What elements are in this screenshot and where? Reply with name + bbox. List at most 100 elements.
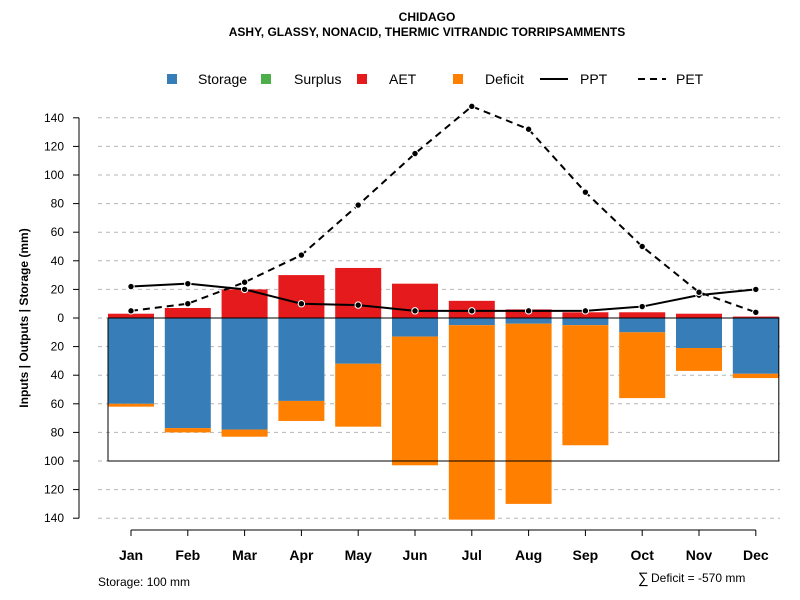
deficit-bar [335, 363, 382, 427]
aet-bar [108, 313, 154, 318]
pet-point [354, 201, 362, 209]
pet-point [127, 307, 135, 315]
aet-bar [732, 316, 779, 318]
pet-point [240, 278, 249, 286]
storage-legend-label: Storage [198, 71, 247, 87]
y-tick-label: 80 [51, 425, 65, 439]
x-tick-label: Mar [232, 547, 257, 563]
footnote-sum-symbol: ∑ [638, 570, 649, 587]
x-tick-label: Apr [289, 547, 314, 563]
pet-legend-label: PET [676, 71, 704, 87]
deficit-bar [392, 336, 438, 466]
x-tick-label: Oct [631, 547, 655, 563]
y-tick-label: 80 [51, 197, 65, 211]
ppt-point [638, 302, 646, 311]
pet-point [638, 242, 646, 251]
y-tick-label: 40 [51, 368, 65, 382]
ppt-point [184, 279, 192, 288]
deficit-bar [562, 325, 609, 446]
footnote-storage: Storage: 100 mm [98, 575, 190, 589]
ppt-legend-label: PPT [580, 71, 608, 87]
deficit-bar [619, 332, 666, 399]
pet-point [297, 251, 306, 259]
deficit-bar [448, 325, 495, 520]
y-tick-label: 20 [51, 282, 65, 296]
y-axis: 140 120 100 80 60 40 20 0 20 40 60 80 100 120 140 [44, 111, 80, 525]
aet-bar [335, 267, 382, 318]
chart-legend: Storage Surplus AET Deficit PPT PET [167, 71, 704, 87]
line-series [127, 102, 760, 316]
y-tick-label: 60 [51, 397, 65, 411]
surplus-legend-swatch [261, 74, 271, 84]
y-tick-label: 120 [44, 139, 64, 153]
storage-bar [505, 318, 552, 324]
pet-point [468, 102, 476, 111]
x-tick-label: Aug [515, 547, 542, 563]
x-axis: Jan Feb Mar Apr May Jun Jul Aug Sep Oct Nov Dec [119, 529, 769, 563]
ppt-point [524, 307, 533, 315]
y-tick-label: 140 [44, 111, 64, 125]
plot-frame [107, 317, 780, 462]
pet-line [130, 105, 757, 314]
storage-bar [335, 318, 382, 364]
storage-bar [562, 318, 609, 326]
storage-legend-swatch [167, 74, 177, 84]
ppt-point [411, 307, 419, 315]
deficit-legend-label: Deficit [485, 71, 524, 87]
aet-legend-swatch [357, 74, 367, 84]
ppt-point [297, 300, 306, 308]
storage-bar [108, 318, 154, 404]
x-tick-label: Dec [743, 547, 769, 563]
ppt-point [581, 307, 590, 315]
surplus-legend-label: Surplus [294, 71, 341, 87]
pet-point [411, 149, 419, 158]
ppt-point [127, 282, 135, 291]
y-tick-label: 0 [57, 311, 64, 325]
ppt-point [752, 285, 760, 294]
chart-subtitle: ASHY, GLASSY, NONACID, THERMIC VITRANDIC… [229, 25, 625, 39]
y-tick-label: 20 [51, 340, 65, 354]
deficit-bar [278, 400, 325, 421]
y-tick-label: 140 [44, 511, 64, 525]
deficit-bar [164, 428, 211, 433]
x-tick-label: Feb [175, 547, 200, 563]
aet-bar [164, 307, 211, 318]
aet-legend-label: AET [389, 71, 417, 87]
deficit-bar [732, 373, 779, 379]
x-tick-label: May [345, 547, 372, 563]
y-tick-label: 100 [44, 168, 64, 182]
aet-bar [619, 312, 666, 318]
x-tick-label: Jan [119, 547, 143, 563]
x-tick-label: Sep [573, 547, 599, 563]
x-tick-label: Jun [403, 547, 428, 563]
deficit-bar [676, 348, 722, 371]
x-tick-label: Jul [462, 547, 482, 563]
ppt-point [240, 285, 249, 294]
chart-title: CHIDAGO [399, 10, 456, 24]
aet-bar [278, 275, 325, 318]
ppt-line [130, 282, 756, 312]
pet-point [581, 188, 590, 196]
storage-bar [278, 318, 325, 401]
y-tick-label: 60 [51, 225, 65, 239]
storage-bar [676, 318, 722, 349]
deficit-bar [108, 403, 154, 407]
y-tick-label: 120 [44, 483, 64, 497]
pet-point [752, 308, 760, 316]
storage-bar [392, 318, 438, 337]
deficit-bar [505, 323, 552, 504]
y-tick-label: 100 [44, 454, 64, 468]
aet-bar [562, 312, 609, 318]
storage-bar [619, 318, 666, 333]
storage-bar [448, 318, 495, 326]
deficit-bar [221, 429, 268, 437]
deficit-legend-swatch [453, 74, 463, 84]
aet-bar [676, 313, 722, 318]
pet-point [184, 300, 192, 308]
y-axis-label: Inputs | Outputs | Storage (mm) [17, 228, 31, 407]
ppt-point [468, 307, 476, 315]
storage-bar [732, 318, 779, 374]
ppt-point [354, 301, 362, 309]
bar-series [108, 267, 779, 520]
